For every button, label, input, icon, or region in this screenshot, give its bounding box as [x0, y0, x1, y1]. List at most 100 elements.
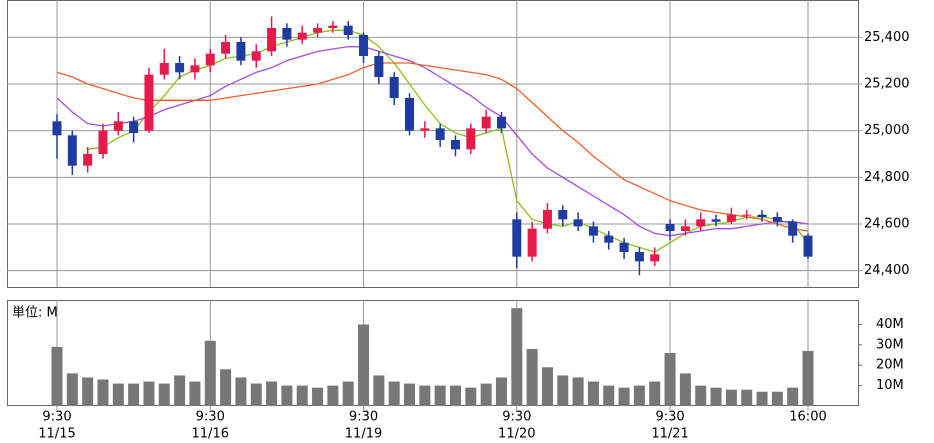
volume-bar — [112, 383, 124, 406]
volume-bar — [388, 381, 400, 406]
volume-bar — [66, 373, 78, 406]
volume-bar — [541, 367, 553, 406]
volume-bar — [97, 379, 109, 406]
volume-bar — [741, 389, 753, 406]
candle-body — [542, 210, 552, 229]
candle-body — [389, 77, 399, 98]
y-tick-label: 40M — [876, 317, 904, 332]
volume-bar — [296, 385, 308, 406]
candle-body — [726, 214, 736, 222]
candle-body — [144, 74, 154, 131]
volume-bar — [649, 381, 661, 406]
volume-bar — [695, 385, 707, 406]
volume-bar — [756, 391, 768, 406]
price-panel — [7, 0, 859, 288]
volume-bar — [771, 391, 783, 406]
candle-body — [221, 42, 231, 54]
volume-bar — [250, 383, 262, 406]
candle-body — [52, 121, 62, 136]
candle-body — [343, 25, 353, 35]
x-tick-date: 11/15 — [38, 427, 75, 442]
candle-body — [175, 63, 185, 73]
volume-bar — [174, 375, 186, 406]
volume-bar — [557, 375, 569, 406]
volume-bar — [480, 383, 492, 406]
candle-body — [680, 226, 690, 231]
moving-average-line — [56, 46, 809, 237]
volume-bar — [526, 348, 538, 406]
volume-bar — [404, 383, 416, 406]
x-tick-label: 9:30 — [502, 410, 531, 425]
moving-average-line — [56, 62, 809, 232]
candle-body — [159, 63, 169, 75]
x-tick-label: 9:30 — [42, 410, 71, 425]
volume-bar — [342, 381, 354, 406]
volume-bar — [204, 340, 216, 406]
volume-bar — [373, 375, 385, 406]
volume-bar — [572, 377, 584, 406]
candle-body — [772, 217, 782, 222]
y-tick-label: 20M — [876, 358, 904, 373]
volume-bar — [143, 381, 155, 406]
volume-bar — [725, 389, 737, 406]
volume-panel — [7, 300, 859, 406]
candle-body — [788, 221, 798, 236]
volume-bar — [235, 377, 247, 406]
candle-body — [129, 121, 139, 133]
volume-bar — [312, 387, 324, 406]
volume-bar — [587, 381, 599, 406]
volume-bar — [220, 369, 232, 406]
x-tick-label: 16:00 — [789, 410, 826, 425]
candle-body — [435, 128, 445, 140]
volume-bar — [419, 385, 431, 406]
volume-bar — [189, 381, 201, 406]
volume-bar — [82, 377, 94, 406]
y-tick-label: 10M — [876, 378, 904, 393]
volume-bar — [128, 383, 140, 406]
volume-bar — [511, 308, 523, 406]
candle-body — [527, 228, 537, 257]
candle-body — [420, 128, 430, 131]
candle-body — [466, 128, 476, 150]
candle-body — [450, 140, 460, 150]
volume-bar — [802, 350, 814, 406]
candle-body — [604, 235, 614, 243]
y-tick-label: 24,600 — [864, 217, 910, 232]
volume-bar — [664, 353, 676, 406]
candle-body — [481, 116, 491, 129]
volume-unit: 単位: M — [12, 305, 58, 321]
volume-bar — [633, 385, 645, 406]
candle-body — [405, 98, 415, 131]
candle-body — [83, 154, 93, 166]
candle-body — [205, 53, 215, 66]
moving-average-line — [87, 29, 809, 253]
candle-body — [696, 219, 706, 227]
candle-body — [619, 242, 629, 252]
candle-body — [665, 224, 675, 231]
candle-body — [98, 130, 108, 154]
candle-body — [588, 226, 598, 236]
candle-body — [650, 254, 660, 262]
volume-bar — [495, 377, 507, 406]
volume-bar — [158, 383, 170, 406]
volume-bar — [327, 385, 339, 406]
volume-bar — [434, 385, 446, 406]
candle-body — [711, 219, 721, 222]
candle-body — [267, 28, 277, 52]
volume-bar — [449, 385, 461, 406]
volume-bar — [603, 385, 615, 406]
candle-body — [190, 65, 200, 73]
candle-body — [374, 56, 384, 77]
volume-bar — [710, 387, 722, 406]
y-tick-label: 25,400 — [864, 30, 910, 45]
x-tick-label: 9:30 — [196, 410, 225, 425]
candle-body — [558, 210, 568, 220]
candle-body — [251, 51, 261, 61]
candle-body — [757, 214, 767, 217]
candle-body — [282, 28, 292, 40]
y-tick-label: 25,000 — [864, 123, 910, 138]
candle-body — [113, 121, 123, 131]
candle-body — [236, 42, 246, 61]
